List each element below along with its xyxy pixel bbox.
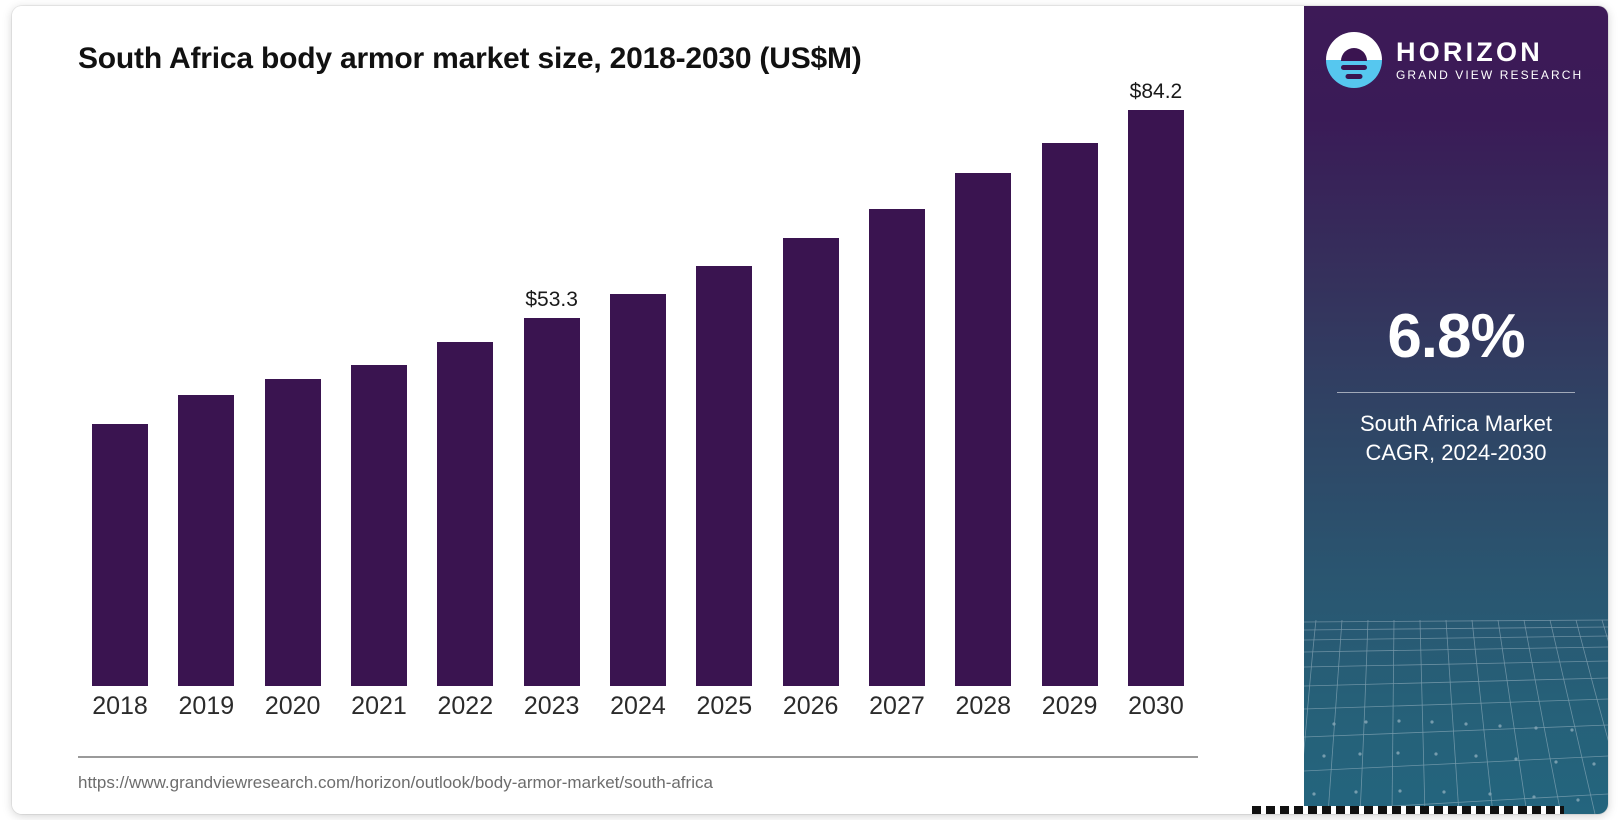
bar-column-2027 — [868, 76, 925, 686]
logo-dome-shape — [1341, 48, 1367, 61]
x-axis-line — [78, 756, 1198, 758]
bar-series: $53.3 $84.2 — [78, 76, 1198, 686]
bar-2024 — [609, 294, 666, 686]
bar-2030 — [1127, 110, 1184, 686]
bar-2020 — [264, 379, 321, 686]
bar-2026 — [782, 238, 839, 686]
bar-column-2028 — [955, 76, 1012, 686]
wireframe-mesh-decoration — [1304, 619, 1608, 814]
chart-card: South Africa body armor market size, 201… — [12, 6, 1608, 814]
x-axis-label-2018: 2018 — [92, 692, 148, 720]
brand-name: HORIZON — [1396, 37, 1543, 68]
x-axis-label-2023: 2023 — [523, 692, 580, 720]
x-axis-label-2019: 2019 — [178, 692, 235, 720]
x-axis-label-2024: 2024 — [610, 692, 666, 720]
bar-value-label-2023: $53.3 — [525, 288, 578, 311]
brand-logo: HORIZON GRAND VIEW RESEARCH — [1326, 32, 1583, 88]
cagr-label-line1: South Africa Market — [1360, 411, 1552, 436]
bar-column-2021 — [350, 76, 407, 686]
bar-value-label-2030: $84.2 — [1129, 80, 1183, 103]
x-axis-label-2020: 2020 — [264, 692, 321, 720]
bar-2028 — [955, 173, 1012, 686]
bar-2029 — [1041, 143, 1098, 686]
divider — [1337, 392, 1575, 393]
bar-column-2019 — [178, 76, 235, 686]
bar-column-2020 — [264, 76, 321, 686]
x-axis-label-2025: 2025 — [696, 692, 753, 720]
cagr-label-line2: CAGR, 2024-2030 — [1365, 440, 1547, 466]
bar-2023 — [523, 318, 580, 686]
bar-column-2022 — [437, 76, 494, 686]
logo-bar-upper — [1341, 65, 1367, 70]
cagr-block: 6.8% South Africa Market CAGR, 2024-2030 — [1304, 306, 1608, 467]
bar-column-2018 — [92, 76, 148, 686]
brand-tagline: GRAND VIEW RESEARCH — [1396, 68, 1584, 83]
cagr-value: 6.8% — [1387, 302, 1525, 371]
brand-wordmark: HORIZON GRAND VIEW RESEARCH — [1396, 38, 1583, 82]
plot-area: $53.3 $84.2 — [78, 76, 1198, 758]
bottom-dashed-strip — [1252, 806, 1564, 814]
bar-2025 — [696, 266, 753, 686]
chart-panel: South Africa body armor market size, 201… — [12, 6, 1304, 814]
x-axis-label-2021: 2021 — [351, 692, 407, 720]
x-axis-label-2026: 2026 — [782, 692, 839, 720]
cagr-label: South Africa Market CAGR, 2024-2030 — [1304, 409, 1608, 467]
x-axis-label-2022: 2022 — [437, 692, 494, 720]
x-axis-label-2030: 2030 — [1128, 692, 1184, 720]
bar-2027 — [868, 209, 925, 686]
bar-column-2026 — [782, 76, 839, 686]
bar-2021 — [350, 365, 407, 686]
bar-column-2025 — [696, 76, 753, 686]
bar-2019 — [178, 395, 235, 686]
logo-bar-lower — [1345, 74, 1363, 79]
page-title: South Africa body armor market size, 201… — [78, 42, 862, 75]
x-axis-label-2027: 2027 — [869, 692, 925, 720]
source-url[interactable]: https://www.grandviewresearch.com/horizo… — [78, 773, 713, 792]
x-axis-labels: 2018 2019 2020 2021 2022 2023 2024 2025 2026 2027… — [78, 692, 1198, 721]
bar-column-2030: $84.2 — [1127, 76, 1184, 686]
bar-column-2023: $53.3 — [523, 76, 580, 686]
x-axis-label-2028: 2028 — [955, 692, 1012, 720]
bar-column-2024 — [609, 76, 666, 686]
horizon-sun-logo-icon — [1326, 32, 1382, 88]
x-axis-label-2029: 2029 — [1041, 692, 1098, 720]
bar-2022 — [437, 342, 494, 686]
bar-2018 — [92, 424, 148, 686]
bar-column-2029 — [1041, 76, 1098, 686]
sidebar-panel: HORIZON GRAND VIEW RESEARCH 6.8% South A… — [1304, 6, 1608, 814]
